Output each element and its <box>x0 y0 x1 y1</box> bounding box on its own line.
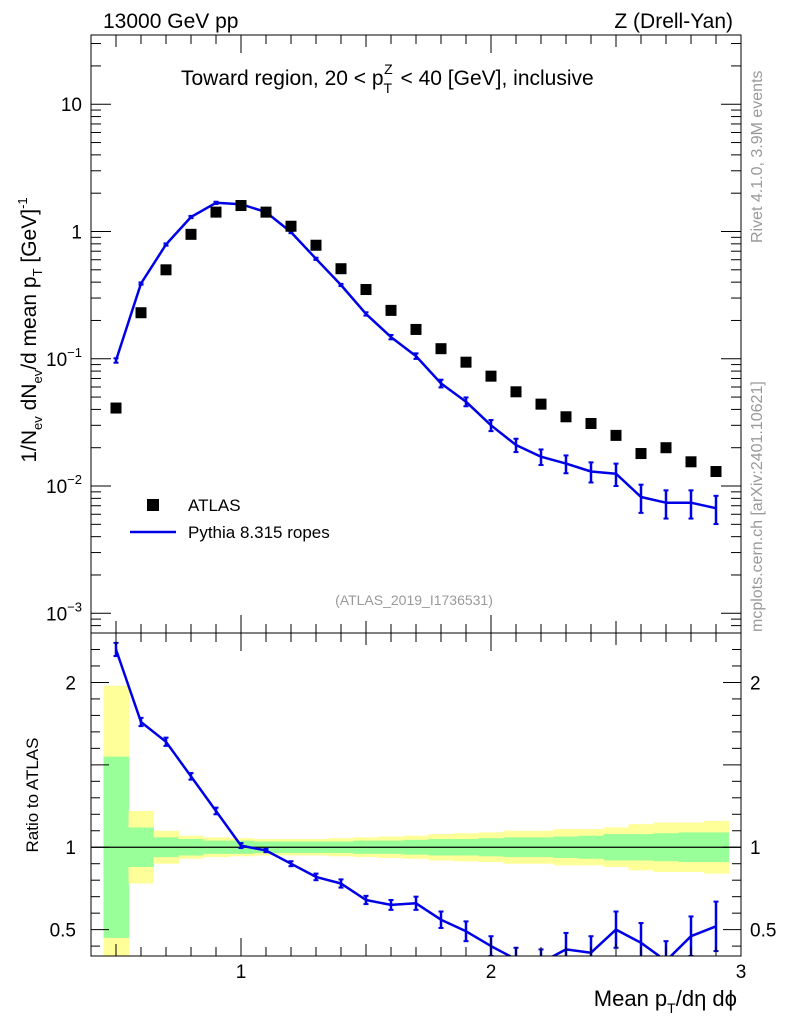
atlas-data-point <box>610 429 622 441</box>
main-y-tick-labels: 10−3 10−2 10−1 1 10 <box>46 95 82 625</box>
x-tick-label: 2 <box>486 962 497 983</box>
ratio-tick-label: 2 <box>65 673 76 694</box>
ratio-tick-label-right: 2 <box>750 673 761 694</box>
atlas-data-point <box>260 206 272 218</box>
x-axis-label: Mean pT/dη dϕ <box>594 986 737 1016</box>
header-left-label: 13000 GeV pp <box>103 10 238 33</box>
atlas-data-point <box>160 264 172 276</box>
atlas-data-point <box>210 206 222 218</box>
analysis-label: (ATLAS_2019_I1736531) <box>335 592 493 608</box>
rivet-label: Rivet 4.1.0, 3.9M events <box>749 70 766 243</box>
atlas-data-point <box>185 228 197 240</box>
atlas-data-point <box>310 239 322 251</box>
atlas-data-point <box>685 456 697 468</box>
main-panel: 10−3 10−2 10−1 1 10 Toward region, 20 < pTZ … <box>46 34 742 634</box>
ratio-tick-label-right: 0.5 <box>750 921 776 942</box>
x-tick-label: 1 <box>236 962 247 983</box>
atlas-data-point <box>535 398 547 410</box>
atlas-data-point <box>410 323 422 335</box>
atlas-data-point <box>110 402 122 414</box>
y-tick-label: 10−2 <box>46 472 82 498</box>
atlas-series <box>110 200 722 478</box>
main-axis-ticks <box>90 35 742 634</box>
atlas-data-point <box>435 343 447 355</box>
ratio-line <box>114 649 717 956</box>
atlas-data-point <box>560 411 572 423</box>
atlas-uncertainty-band <box>91 685 741 956</box>
header-right-label: Z (Drell-Yan) <box>614 10 733 33</box>
ratio-y-axis-label: Ratio to ATLAS <box>23 738 42 853</box>
ratio-tick-label: 1 <box>65 838 76 859</box>
ratio-tick-label-right: 1 <box>750 838 761 859</box>
mcplots-label: mcplots.cern.ch [arXiv:2401.10621] <box>749 381 766 632</box>
ratio-axis-ticks <box>90 632 742 956</box>
atlas-data-point <box>235 200 247 212</box>
atlas-data-point <box>335 263 347 275</box>
atlas-data-point <box>635 448 647 460</box>
atlas-data-point <box>460 356 472 368</box>
atlas-data-point <box>510 386 522 398</box>
ratio-tick-labels: 0.5 0.5 1 1 2 2 <box>50 673 777 941</box>
atlas-data-point <box>585 417 597 429</box>
atlas-data-point <box>710 466 722 478</box>
x-tick-labels: 1 2 3 <box>236 962 747 983</box>
chart-title: Toward region, 20 < pTZ < 40 [GeV], incl… <box>181 61 594 96</box>
y-tick-label: 10−3 <box>46 599 82 625</box>
ratio-panel: 0.5 0.5 1 1 2 2 <box>50 632 777 957</box>
atlas-data-point <box>385 304 397 316</box>
legend-atlas-marker <box>147 499 159 511</box>
y-tick-label: 1 <box>71 223 82 244</box>
atlas-data-point <box>660 442 672 454</box>
atlas-data-point <box>485 370 497 382</box>
atlas-data-point <box>360 284 372 296</box>
x-tick-label: 3 <box>736 962 747 983</box>
y-tick-label: 10 <box>61 95 82 116</box>
atlas-data-point <box>135 307 147 319</box>
legend-atlas-label: ATLAS <box>188 496 241 515</box>
y-tick-label: 10−1 <box>46 345 82 371</box>
legend-pythia-label: Pythia 8.315 ropes <box>188 523 330 542</box>
atlas-data-point <box>285 220 297 232</box>
ratio-series <box>113 641 719 956</box>
main-y-axis-label: 1/Nev dNev/d mean pT [GeV]-1 <box>15 197 45 462</box>
pythia-series <box>113 200 719 526</box>
ratio-tick-label: 0.5 <box>50 921 76 942</box>
